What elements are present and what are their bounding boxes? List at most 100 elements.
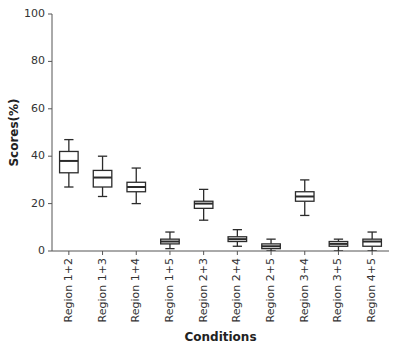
- cap-low: [165, 248, 174, 249]
- x-tick: [136, 251, 137, 255]
- cap-high: [300, 179, 309, 180]
- median: [93, 177, 112, 179]
- whisker-low: [68, 173, 69, 187]
- cap-low: [266, 250, 275, 251]
- box: [228, 237, 247, 242]
- whisker-low: [338, 246, 339, 251]
- x-tick: [271, 251, 272, 255]
- y-axis: 0 20 40 60 80 100: [24, 7, 52, 257]
- y-tick: [48, 108, 52, 109]
- whisker-high: [304, 180, 305, 192]
- x-axis: Region 1+2 Region 1+3 Region 1+4 Region 1+5…: [52, 251, 389, 322]
- x-tick: [203, 251, 204, 255]
- cap-low: [334, 250, 343, 251]
- x-tick-label: Region 2+5: [264, 258, 277, 322]
- whisker-high: [371, 232, 372, 239]
- y-axis-label: Scores(%): [7, 98, 21, 166]
- median: [228, 238, 247, 240]
- whisker-high: [102, 156, 103, 170]
- median: [363, 241, 382, 243]
- y-tick: [48, 14, 52, 15]
- box-plot: [194, 189, 213, 220]
- x-tick: [68, 251, 69, 255]
- box-plot: [127, 168, 146, 204]
- y-tick-label: 100: [24, 7, 45, 20]
- x-tick: [372, 251, 373, 255]
- boxes: [60, 140, 382, 251]
- chart: 020406080100Scores(%)Region 1+2Region 1+…: [0, 0, 401, 351]
- y-tick-label: 60: [31, 102, 45, 115]
- box-plot: [363, 232, 382, 251]
- box-plot: [262, 239, 281, 251]
- x-tick: [237, 251, 238, 255]
- median: [262, 245, 281, 247]
- x-tick-label: Region 3+4: [298, 258, 311, 322]
- cap-high: [132, 167, 141, 168]
- x-tick-label: Region 1+4: [129, 258, 142, 322]
- box-plot: [329, 239, 348, 251]
- x-tick-label: Region 4+5: [365, 258, 378, 322]
- x-tick-label: Region 3+5: [331, 258, 344, 322]
- whisker-high: [237, 230, 238, 237]
- median: [161, 241, 180, 243]
- x-tick-label: Region 1+5: [163, 258, 176, 322]
- y-tick-label: 40: [31, 149, 45, 162]
- box: [363, 239, 382, 246]
- cap-high: [233, 229, 242, 230]
- cap-high: [199, 189, 208, 190]
- box-plot: [93, 156, 112, 196]
- box: [127, 182, 146, 191]
- cap-high: [165, 231, 174, 232]
- median: [127, 186, 146, 188]
- median: [60, 160, 79, 162]
- cap-high: [334, 238, 343, 239]
- cap-low: [368, 250, 377, 251]
- box-plot: [60, 140, 79, 187]
- box: [194, 201, 213, 208]
- cap-low: [199, 220, 208, 221]
- box: [60, 151, 79, 172]
- whisker-high: [270, 239, 271, 244]
- y-tick: [48, 156, 52, 157]
- box: [93, 170, 112, 187]
- cap-low: [98, 196, 107, 197]
- x-tick: [102, 251, 103, 255]
- cap-high: [266, 238, 275, 239]
- whisker-high: [203, 189, 204, 201]
- y-tick: [48, 251, 52, 252]
- x-tick: [169, 251, 170, 255]
- whisker-low: [169, 244, 170, 249]
- x-tick-label: Region 1+3: [96, 258, 109, 322]
- x-tick-label: Region 2+4: [230, 258, 243, 322]
- whisker-low: [304, 201, 305, 215]
- x-tick: [338, 251, 339, 255]
- median: [194, 203, 213, 205]
- cap-high: [98, 156, 107, 157]
- median: [295, 195, 314, 197]
- box: [295, 192, 314, 201]
- cap-high: [64, 139, 73, 140]
- whisker-high: [136, 168, 137, 182]
- cap-low: [300, 215, 309, 216]
- cap-low: [233, 246, 242, 247]
- y-tick-label: 0: [38, 244, 45, 257]
- x-tick-label: Region 1+2: [62, 258, 75, 322]
- y-tick-label: 80: [31, 54, 45, 67]
- cap-low: [64, 186, 73, 187]
- whisker-low: [237, 242, 238, 247]
- y-tick-label: 20: [31, 197, 45, 210]
- box-plot: [161, 232, 180, 249]
- x-tick: [304, 251, 305, 255]
- whisker-low: [102, 187, 103, 196]
- whisker-low: [203, 208, 204, 220]
- y-tick: [48, 61, 52, 62]
- x-axis-label: Conditions: [184, 330, 256, 344]
- box-plot: [228, 230, 247, 247]
- box: [262, 244, 281, 249]
- whisker-high: [68, 140, 69, 152]
- whisker-high: [169, 232, 170, 239]
- box: [329, 242, 348, 247]
- box: [161, 239, 180, 244]
- median: [329, 243, 348, 245]
- whisker-low: [136, 192, 137, 204]
